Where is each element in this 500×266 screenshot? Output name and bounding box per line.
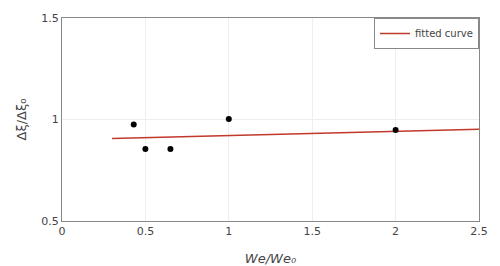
svg-text:1: 1 <box>225 225 232 238</box>
svg-text:We/We₀: We/We₀ <box>245 251 297 266</box>
svg-text:2: 2 <box>392 225 399 238</box>
svg-text:2.5: 2.5 <box>470 225 488 238</box>
svg-text:0.5: 0.5 <box>137 225 155 238</box>
svg-text:0: 0 <box>59 225 66 238</box>
svg-text:0.5: 0.5 <box>41 215 59 228</box>
svg-text:1.5: 1.5 <box>41 12 59 25</box>
svg-text:Δξ/Δξ₀: Δξ/Δξ₀ <box>14 99 29 141</box>
svg-text:1: 1 <box>52 113 59 126</box>
svg-text:1.5: 1.5 <box>303 225 321 238</box>
svg-text:fitted curve: fitted curve <box>415 28 473 39</box>
